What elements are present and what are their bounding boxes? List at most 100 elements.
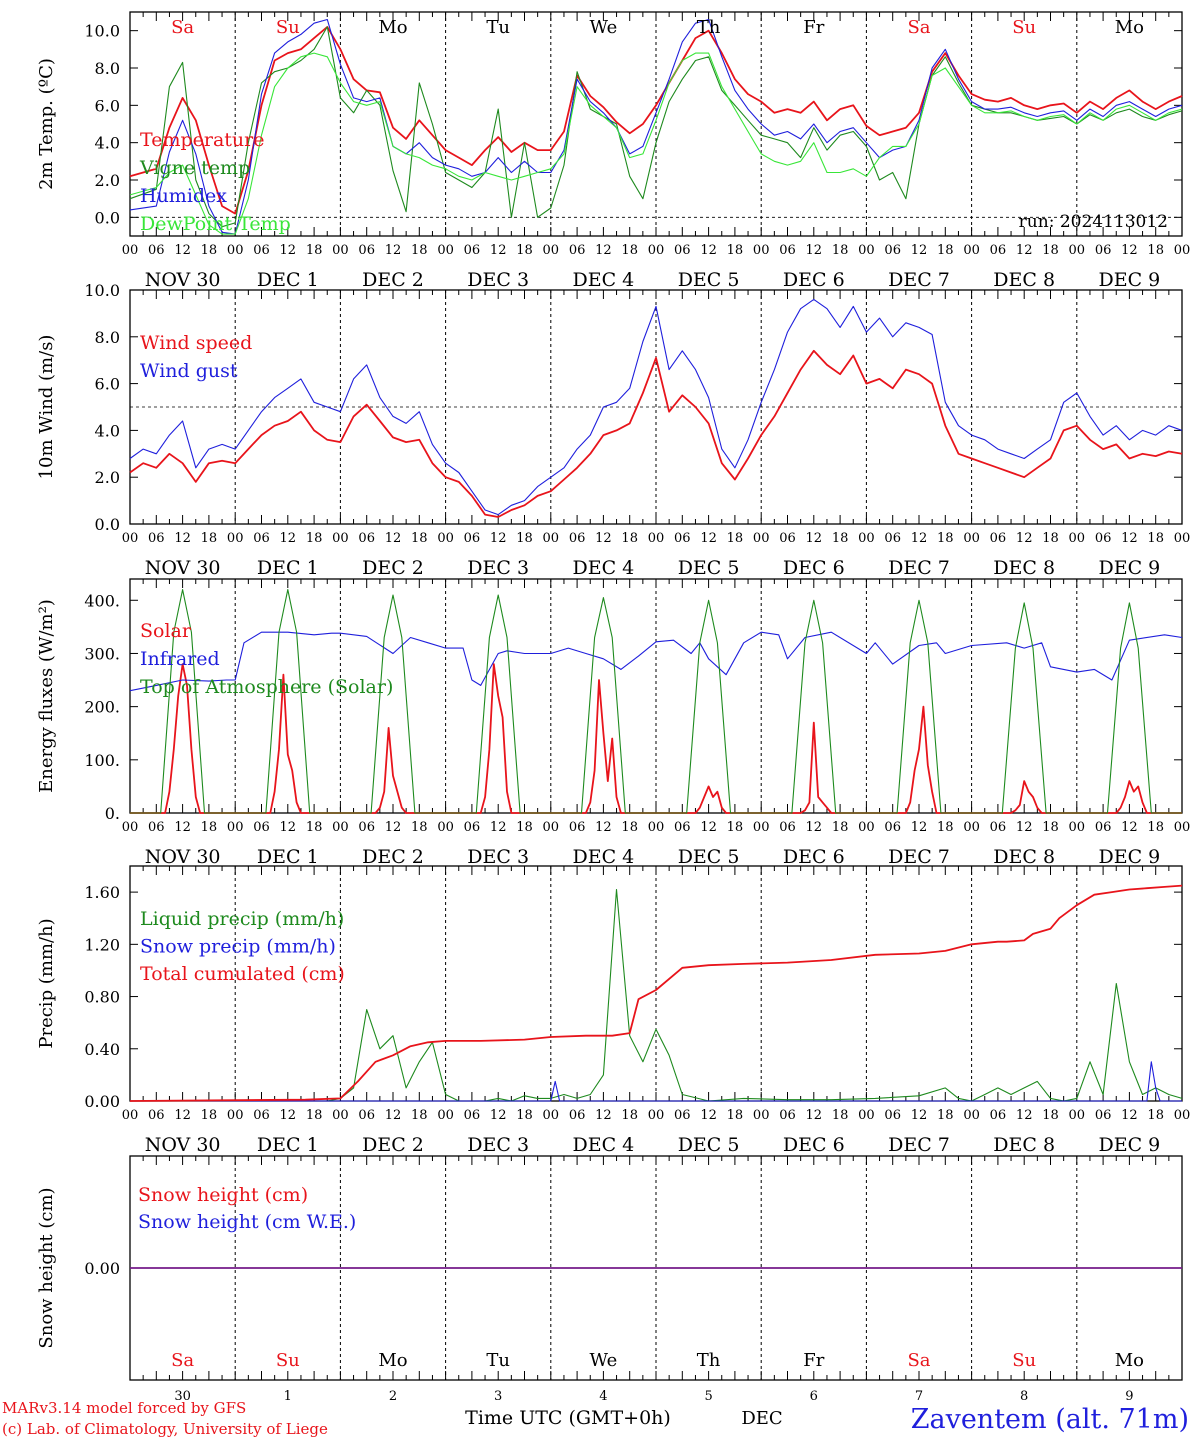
- weekday-label: We: [590, 1350, 618, 1371]
- hour-label: 18: [306, 531, 323, 546]
- date-label: DEC 8: [993, 557, 1055, 579]
- hour-label: 18: [411, 531, 428, 546]
- hour-label: 00: [1174, 531, 1191, 546]
- hour-label: 18: [621, 1108, 638, 1123]
- date-label: DEC 6: [783, 846, 845, 868]
- day-number-label: 7: [915, 1389, 923, 1404]
- date-label: DEC 3: [467, 846, 529, 868]
- date-label: DEC 5: [678, 269, 740, 291]
- hour-label: 12: [280, 1108, 297, 1123]
- y-tick-label: 2.0: [95, 468, 120, 487]
- date-label: DEC 7: [888, 269, 950, 291]
- weekday-label: Sa: [907, 17, 930, 38]
- hour-label: 06: [358, 1108, 375, 1123]
- hour-label: 18: [1147, 820, 1164, 835]
- hour-label: 18: [1147, 1108, 1164, 1123]
- hour-label: 12: [280, 820, 297, 835]
- hour-label: 06: [990, 820, 1007, 835]
- y-tick-label: 6.0: [95, 375, 120, 394]
- hour-label: 00: [963, 243, 980, 258]
- date-label: DEC 8: [993, 1134, 1055, 1156]
- hour-label: 12: [174, 1108, 191, 1123]
- hour-label: 18: [516, 243, 533, 258]
- hour-label: 12: [595, 1108, 612, 1123]
- date-label: DEC 4: [573, 1134, 635, 1156]
- hour-label: 00: [332, 531, 349, 546]
- hour-label: 00: [648, 1108, 665, 1123]
- hour-label: 00: [648, 243, 665, 258]
- hour-label: 06: [1095, 820, 1112, 835]
- hour-label: 12: [911, 820, 928, 835]
- weekday-label: Fr: [803, 17, 824, 38]
- hour-label: 00: [1069, 531, 1086, 546]
- hour-label: 06: [674, 1108, 691, 1123]
- date-label: DEC 5: [678, 557, 740, 579]
- hour-label: 06: [464, 531, 481, 546]
- hour-label: 00: [437, 243, 454, 258]
- hour-label: 12: [280, 531, 297, 546]
- hour-label: 18: [727, 531, 744, 546]
- hour-label: 12: [174, 820, 191, 835]
- hour-label: 18: [201, 1108, 218, 1123]
- legend-entry: Total cumulated (cm): [140, 963, 345, 985]
- date-label: DEC 8: [993, 846, 1055, 868]
- legend-entry: Liquid precip (mm/h): [140, 908, 344, 930]
- hour-label: 18: [1042, 1108, 1059, 1123]
- date-label: DEC 4: [573, 269, 635, 291]
- footer-lab-line: (c) Lab. of Climatology, University of L…: [2, 1420, 328, 1438]
- date-label: DEC 6: [783, 557, 845, 579]
- date-label: DEC 9: [1099, 846, 1161, 868]
- hour-label: 12: [1016, 1108, 1033, 1123]
- hour-label: 12: [490, 820, 507, 835]
- hour-label: 12: [385, 1108, 402, 1123]
- hour-label: 18: [727, 1108, 744, 1123]
- hour-label: 18: [727, 243, 744, 258]
- hour-label: 18: [832, 820, 849, 835]
- legend-entry: Top of Atmosphere (Solar): [140, 676, 393, 698]
- legend-entry: Snow height (cm W.E.): [138, 1211, 356, 1233]
- date-label: DEC 9: [1099, 1134, 1161, 1156]
- series-snow-precip-mm-h: [130, 1061, 1182, 1102]
- hour-label: 06: [358, 531, 375, 546]
- hour-label: 00: [753, 820, 770, 835]
- hour-label: 06: [464, 243, 481, 258]
- hour-label: 06: [569, 1108, 586, 1123]
- legend-entry: Wind gust: [140, 360, 238, 382]
- hour-label: 06: [148, 531, 165, 546]
- y-tick-label: 0.40: [84, 1040, 120, 1059]
- hour-label: 12: [1121, 1108, 1138, 1123]
- panel-precip: 0.00 0.40 0.80 1.20 1.60 Precip (mm/h) Liquid …: [36, 865, 1190, 1156]
- hour-label: 06: [990, 1108, 1007, 1123]
- y-tick-label: 10.0: [84, 281, 120, 300]
- hour-label: 00: [1174, 820, 1191, 835]
- legend-entry: Infrared: [140, 648, 220, 670]
- day-number-label: 5: [704, 1389, 712, 1404]
- hour-label: 18: [621, 820, 638, 835]
- hour-label: 18: [832, 531, 849, 546]
- hour-label: 00: [227, 531, 244, 546]
- y-tick-label: 10.0: [84, 22, 120, 41]
- series-wind-speed: [129, 349, 1183, 518]
- hour-label: 06: [148, 243, 165, 258]
- date-label: DEC 2: [362, 269, 424, 291]
- weekday-label: Mo: [1115, 1350, 1144, 1371]
- hour-label: 00: [543, 820, 560, 835]
- y-axis-label: 2m Temp. (ºC): [36, 58, 57, 190]
- hour-label: 06: [779, 1108, 796, 1123]
- day-number-label: 8: [1020, 1389, 1028, 1404]
- hour-label: 06: [779, 820, 796, 835]
- weekday-label: We: [590, 17, 618, 38]
- date-label: DEC 2: [362, 846, 424, 868]
- hour-label: 18: [201, 820, 218, 835]
- hour-label: 00: [122, 243, 139, 258]
- weekday-label: Su: [276, 1350, 300, 1371]
- hour-label: 06: [569, 820, 586, 835]
- hour-label: 06: [779, 531, 796, 546]
- hour-label: 00: [122, 820, 139, 835]
- day-number-label: 3: [494, 1389, 502, 1404]
- series-infrared: [129, 631, 1183, 692]
- y-tick-label: 2.0: [95, 171, 120, 190]
- hour-label: 18: [1042, 243, 1059, 258]
- date-label: DEC 2: [362, 1134, 424, 1156]
- date-label: DEC 7: [888, 557, 950, 579]
